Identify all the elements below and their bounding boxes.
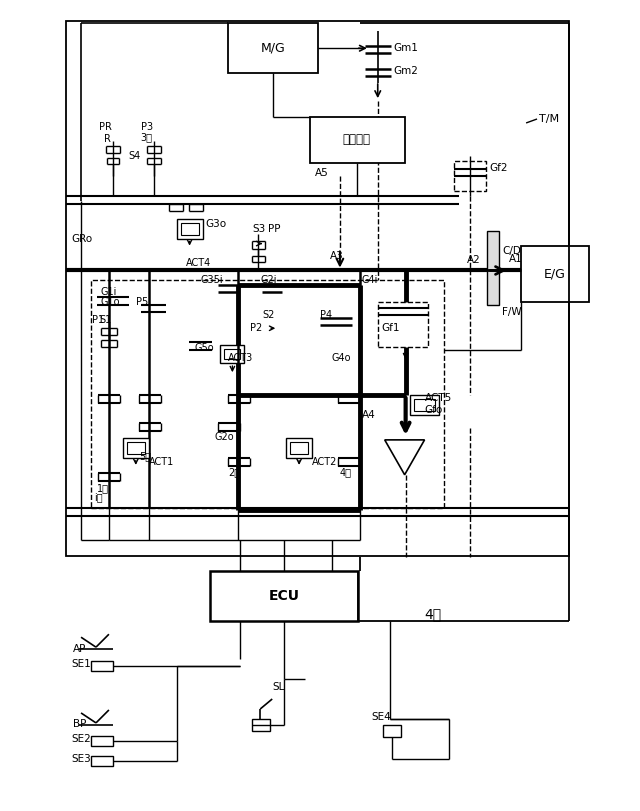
- Bar: [220, 345, 244, 363]
- Text: G35i: G35i: [200, 276, 223, 285]
- Text: P1: P1: [92, 315, 104, 325]
- Text: A2: A2: [467, 255, 481, 265]
- Text: G4o: G4o: [332, 353, 351, 363]
- Bar: [454, 161, 486, 191]
- Bar: [413, 399, 435, 411]
- Text: i速: i速: [94, 491, 102, 502]
- Text: 5速: 5速: [139, 451, 151, 461]
- Bar: [91, 756, 113, 766]
- Bar: [383, 725, 401, 737]
- Text: P5: P5: [136, 298, 148, 307]
- Text: E/G: E/G: [544, 268, 566, 281]
- Bar: [521, 246, 589, 303]
- Bar: [211, 572, 358, 621]
- Text: M/G: M/G: [261, 41, 285, 54]
- Bar: [228, 24, 318, 73]
- Text: AP: AP: [73, 644, 86, 654]
- Text: F/W: F/W: [502, 307, 522, 317]
- Text: T/M: T/M: [539, 114, 559, 124]
- Text: S3: S3: [252, 224, 266, 234]
- Text: A5: A5: [315, 168, 329, 178]
- Text: SE4: SE4: [372, 712, 392, 722]
- Text: A1: A1: [509, 254, 523, 264]
- Text: S2: S2: [262, 311, 275, 320]
- Bar: [66, 21, 569, 556]
- Text: Gf1: Gf1: [381, 324, 400, 333]
- Text: A4: A4: [362, 410, 376, 420]
- Bar: [286, 438, 312, 458]
- Text: ECU: ECU: [269, 590, 300, 603]
- Text: G4i: G4i: [362, 276, 378, 285]
- Text: A3: A3: [330, 251, 344, 260]
- Text: Gfo: Gfo: [424, 405, 443, 415]
- Bar: [91, 281, 444, 508]
- Text: PR: PR: [99, 122, 112, 132]
- Bar: [252, 719, 270, 731]
- Bar: [180, 223, 198, 234]
- Text: バッテリ: バッテリ: [343, 134, 371, 147]
- Text: Gm1: Gm1: [394, 43, 419, 54]
- Bar: [225, 350, 241, 359]
- Text: S1: S1: [99, 315, 111, 325]
- Text: P4: P4: [320, 311, 332, 320]
- Text: GRo: GRo: [71, 234, 92, 243]
- Text: SE1: SE1: [71, 659, 91, 669]
- Text: ACT5: ACT5: [424, 393, 452, 403]
- Bar: [91, 736, 113, 746]
- Text: 4速: 4速: [424, 607, 442, 621]
- Text: PP: PP: [268, 224, 281, 234]
- Bar: [290, 442, 308, 454]
- Bar: [123, 438, 148, 458]
- Text: 1速: 1速: [97, 483, 109, 493]
- Text: C/D: C/D: [502, 246, 521, 255]
- Text: 3速: 3速: [141, 132, 153, 142]
- Text: G5o: G5o: [195, 343, 214, 354]
- Text: SE2: SE2: [71, 734, 91, 744]
- Text: P3: P3: [141, 122, 153, 132]
- Bar: [127, 442, 145, 454]
- Text: R: R: [104, 134, 111, 144]
- Text: G2o: G2o: [214, 432, 234, 442]
- Text: 4速: 4速: [340, 467, 352, 477]
- Text: 2速: 2速: [228, 467, 241, 477]
- Text: SE3: SE3: [71, 753, 91, 764]
- Bar: [410, 395, 440, 415]
- Bar: [378, 303, 428, 347]
- Text: Gm2: Gm2: [394, 67, 419, 76]
- Text: S4: S4: [129, 151, 141, 161]
- Text: P2: P2: [250, 324, 262, 333]
- Text: ACT1: ACT1: [148, 457, 174, 467]
- Text: G2i: G2i: [260, 276, 276, 285]
- Text: BP: BP: [73, 719, 86, 729]
- Text: ACT4: ACT4: [186, 259, 211, 268]
- Bar: [91, 661, 113, 671]
- Text: ACT3: ACT3: [228, 353, 253, 363]
- Text: Gf2: Gf2: [489, 163, 508, 173]
- Bar: [310, 117, 404, 163]
- Bar: [177, 219, 202, 238]
- Text: G1o: G1o: [101, 298, 120, 307]
- Bar: [487, 230, 499, 306]
- Text: G3o: G3o: [205, 219, 227, 229]
- Text: ACT2: ACT2: [312, 457, 337, 467]
- Text: G1i: G1i: [101, 287, 117, 298]
- Text: SL: SL: [272, 682, 285, 692]
